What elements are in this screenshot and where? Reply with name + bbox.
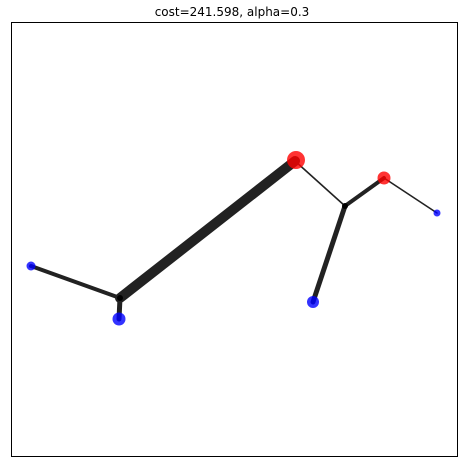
edge-steiner-right-to-sink-bottom-mid	[310, 203, 348, 305]
axes-frame	[11, 22, 458, 457]
node-sink-bottom-left	[112, 312, 126, 326]
node-sink-right	[433, 209, 441, 217]
node-steiner-right	[342, 203, 348, 209]
node-steiner-left	[117, 295, 123, 301]
edge-steiner-left-to-sink-left	[29, 264, 122, 300]
node-sink-bottom-mid	[307, 296, 319, 308]
edge-source-large-to-steiner-left	[115, 156, 300, 303]
node-source-large	[287, 151, 305, 169]
edge-source-large-to-steiner-right	[294, 160, 346, 207]
node-sink-left	[26, 261, 36, 271]
edge-source-small-to-sink-right	[383, 177, 438, 214]
edge-source-small-to-steiner-right	[343, 176, 386, 208]
edges-layer	[29, 156, 438, 322]
nodes-layer	[26, 151, 441, 326]
figure-title: cost=241.598, alpha=0.3	[154, 5, 310, 19]
node-source-small	[377, 171, 391, 185]
